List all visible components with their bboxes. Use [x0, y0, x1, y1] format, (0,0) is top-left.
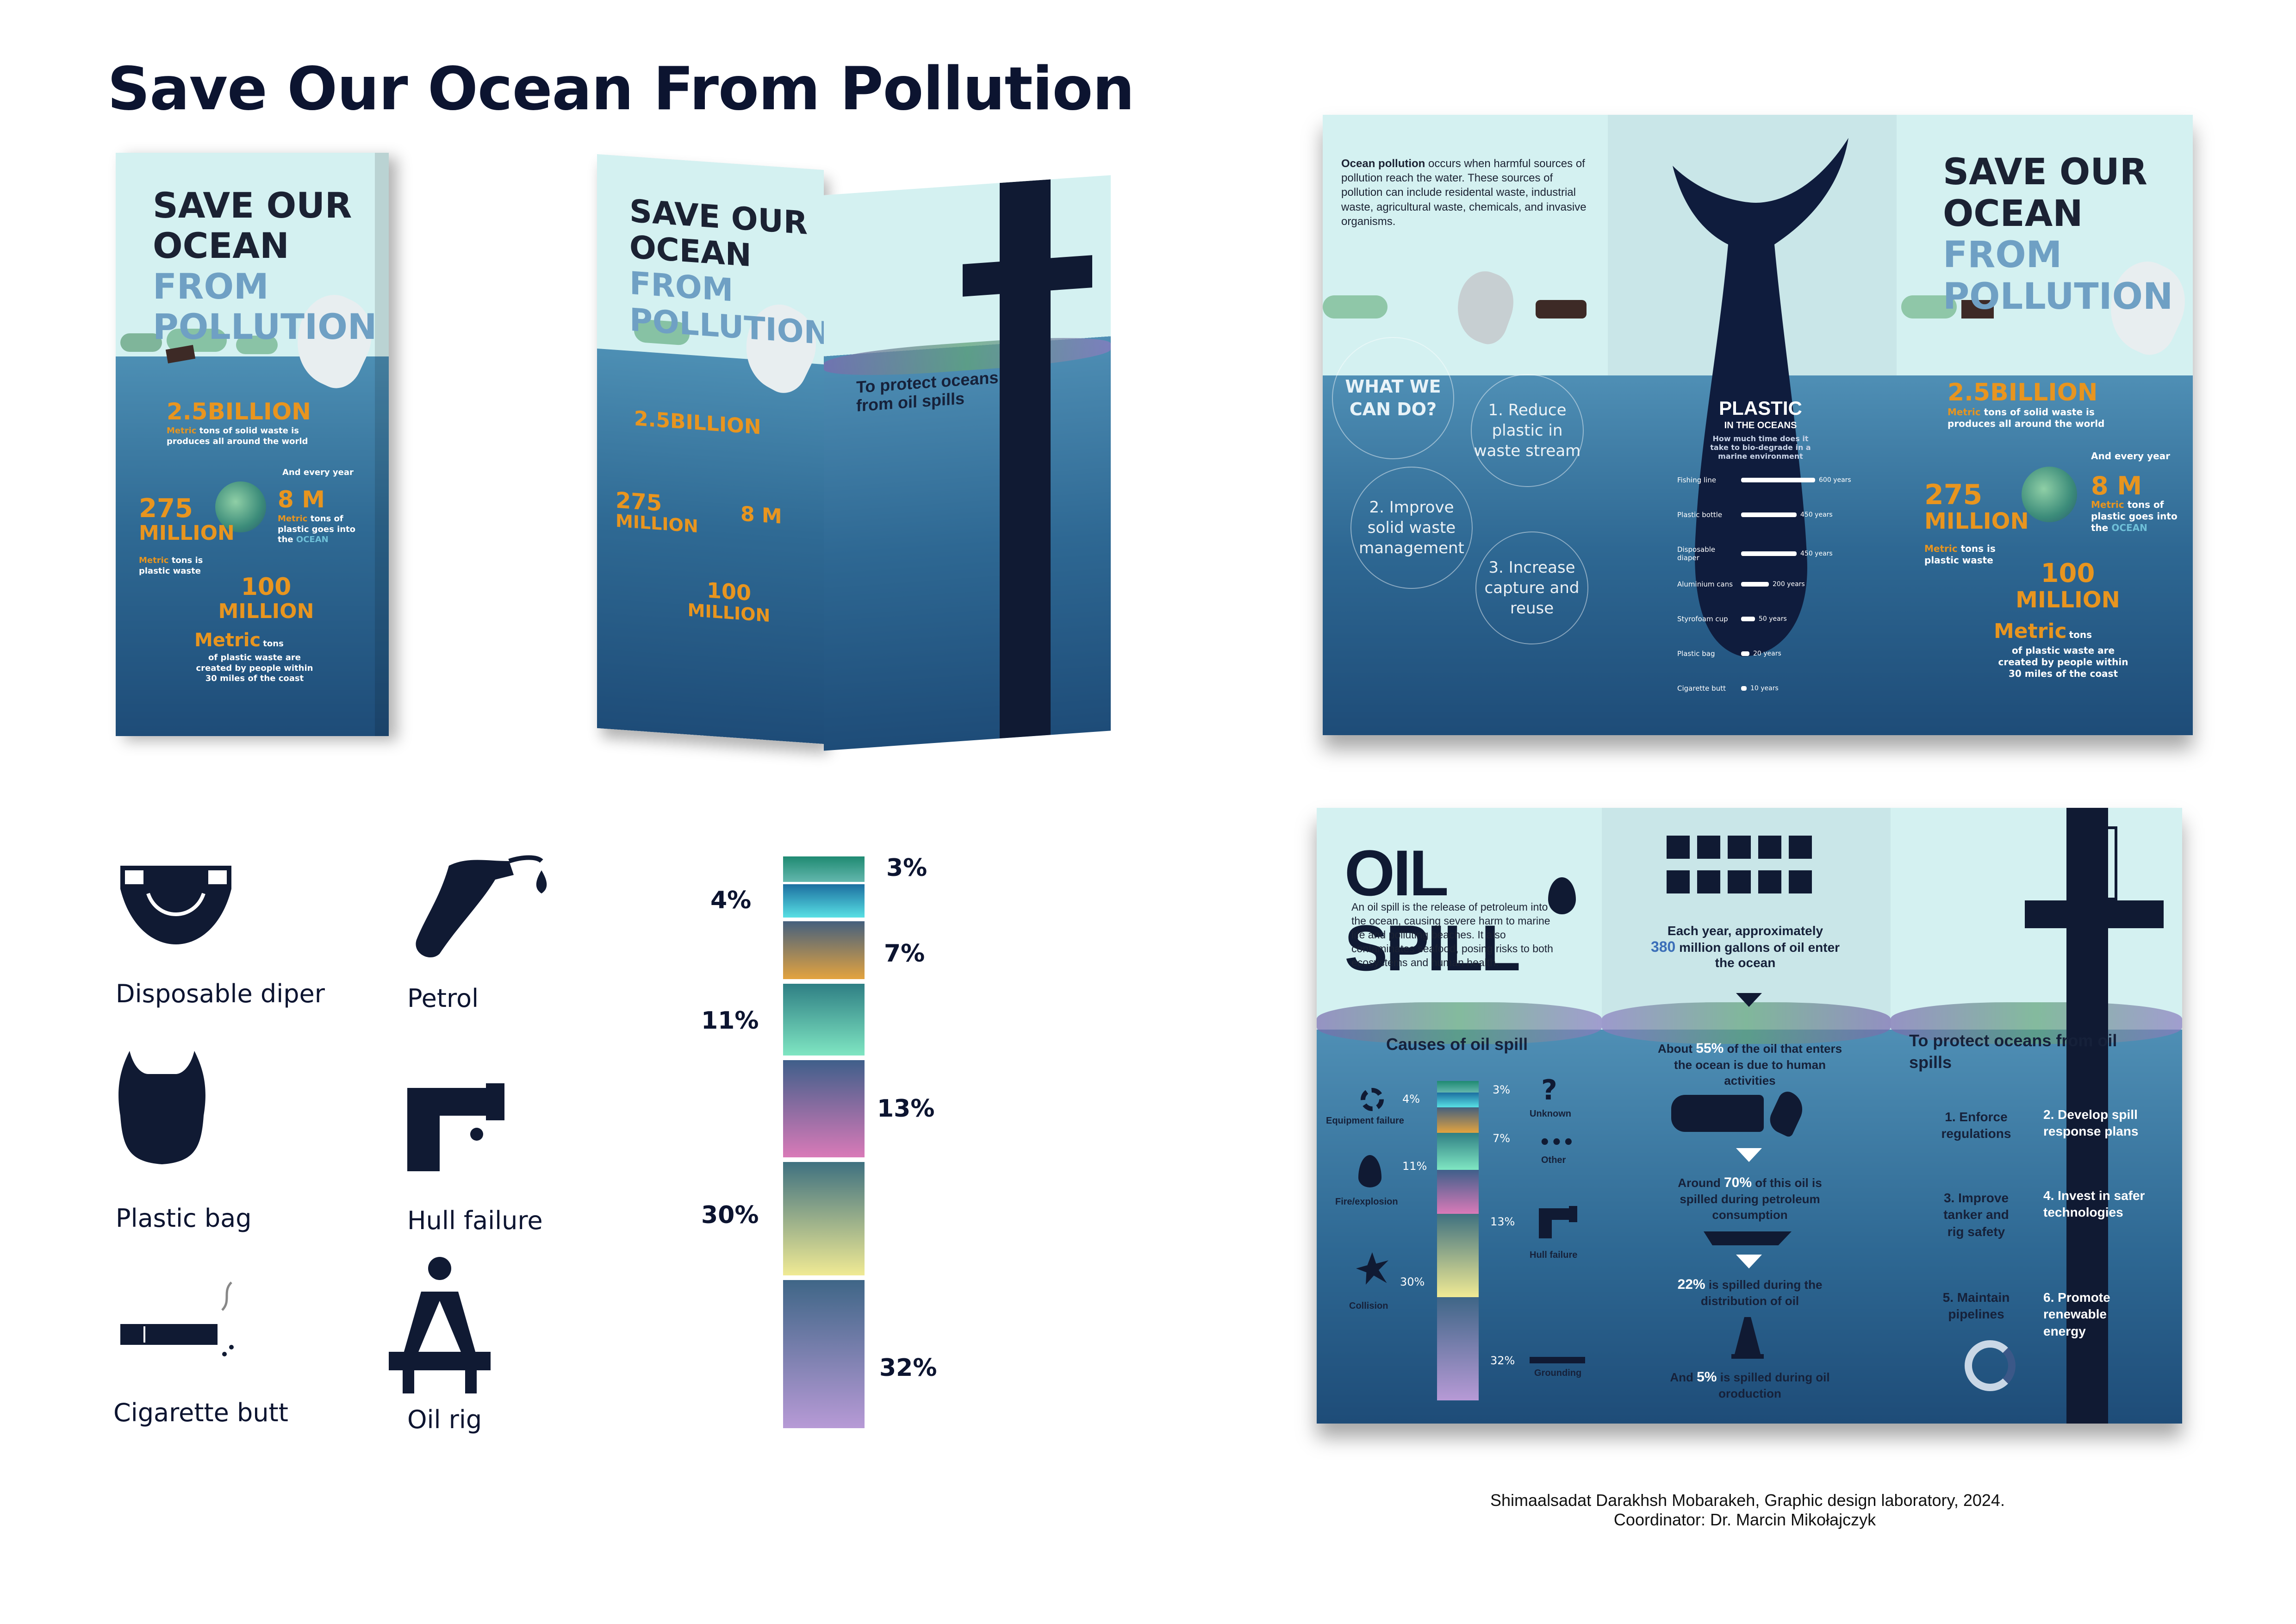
- ship-icon: [1704, 1231, 1792, 1245]
- list-item: Disposable diaper 450 years: [1677, 545, 1833, 562]
- icon-label-hull-failure: Hull failure: [407, 1206, 543, 1235]
- pct-label-32: 32%: [879, 1354, 937, 1382]
- dist-pct: 22%: [1677, 1277, 1705, 1292]
- pct-seg-30: [783, 1162, 865, 1275]
- icon-label-cigarette: Cigarette butt: [113, 1398, 288, 1427]
- pct-seg-32: [783, 1280, 865, 1428]
- list-item: Fishing line 600 years: [1677, 476, 1851, 484]
- floating-trash: [116, 285, 389, 396]
- each-year-1: Each year, approximately: [1667, 924, 1823, 938]
- list-item: Plastic bag 20 years: [1677, 650, 1781, 658]
- whale-silhouette: [1663, 138, 1858, 670]
- degrade-question: How much time does it take to bio-degrad…: [1710, 434, 1811, 461]
- pct-seg-11: [783, 984, 865, 1056]
- stat-275: 275: [139, 493, 193, 524]
- stat-100: 100: [241, 573, 292, 601]
- icon-label-oil-rig: Oil rig: [407, 1405, 482, 1434]
- stat-2-5-billion: 2.5BILLION: [167, 398, 311, 425]
- what-we-can-do: WHAT WE CAN DO?: [1332, 337, 1454, 459]
- stat-8m: 8 M: [278, 486, 325, 513]
- pct-label-13: 13%: [877, 1095, 935, 1123]
- each-year-2: million gallons of oil enter the ocean: [1679, 940, 1840, 970]
- causes-bar: [1437, 1081, 1479, 1400]
- icon-label-plastic-bag: Plastic bag: [116, 1204, 252, 1233]
- cover-from: FROM: [153, 265, 269, 307]
- plastic-title: PLASTIC: [1719, 397, 1802, 419]
- list-item: Plastic bottle 450 years: [1677, 511, 1833, 519]
- dots-icon: •••: [1539, 1132, 1574, 1153]
- brochure-open-middle: To protect oceans from oil spills: [824, 175, 1111, 751]
- each-year-num: 380: [1650, 938, 1676, 955]
- credit-line2: Coordinator: Dr. Marcin Mikołajczyk: [1613, 1510, 1876, 1529]
- gear-icon: [1361, 1088, 1384, 1111]
- stat-2-5-text: tons of solid waste is produces all arou…: [167, 426, 308, 446]
- tip-improve-solid: 2. Improve solid waste management: [1350, 467, 1473, 589]
- cigarette-icon: [116, 1273, 264, 1366]
- list-item: Cigarette butt 10 years: [1677, 684, 1779, 693]
- protect-item-1: 1. Enforce regulations: [1941, 1110, 2011, 1141]
- intro-text: occurs when harmful sources of pollution…: [1341, 157, 1587, 228]
- every-year-label: And every year: [282, 468, 354, 477]
- spread-plastic: Ocean pollution occurs when harmful sour…: [1323, 115, 2193, 735]
- cover-line3: POLLUTION: [153, 306, 377, 348]
- oil-drop-icon: [1548, 877, 1576, 914]
- protect-item-4: 4. Invest in safer technologies: [2043, 1188, 2145, 1220]
- page-title: Save Our Ocean From Pollution: [107, 55, 1135, 124]
- prod-pct: 5%: [1697, 1369, 1717, 1385]
- protect-title: To protect oceans from oil spills: [1909, 1031, 2117, 1072]
- protect-item-2: 2. Develop spill response plans: [2043, 1107, 2139, 1139]
- cover-line2: OCEAN: [153, 225, 289, 267]
- tip-reduce-plastic: 1. Reduce plastic in waste stream: [1471, 374, 1584, 487]
- grounding-icon: [1530, 1336, 1585, 1363]
- around-pct: 70%: [1724, 1175, 1752, 1190]
- pct-seg-3: [783, 856, 865, 882]
- pct-seg-4: [783, 884, 865, 918]
- oil-barrels-icon: [1667, 836, 1819, 896]
- credit-line1: Shimaalsadat Darakhsh Mobarakeh, Graphic…: [1490, 1491, 2005, 1510]
- fuel-nozzle-icon: [1765, 1088, 1809, 1138]
- oil-spill-desc: An oil spill is the release of petroleum…: [1351, 901, 1553, 968]
- pct-seg-13: [783, 1060, 865, 1157]
- small-rig-icon: [1731, 1317, 1764, 1359]
- spread-oil-spill: OIL SPILL An oil spill is the release of…: [1317, 808, 2182, 1424]
- question-icon: ?: [1541, 1074, 1557, 1106]
- pct-label-30: 30%: [701, 1201, 759, 1229]
- pct-label-7: 7%: [884, 940, 925, 968]
- pct-seg-7: [783, 921, 865, 979]
- brochure-closed: SAVE OUR OCEAN FROM POLLUTION 2.5BILLION…: [116, 153, 389, 736]
- protect-item-6: 6. Promote renewable energy: [2043, 1290, 2110, 1338]
- brochure-open-left: SAVE OUR OCEAN FROM POLLUTION 2.5BILLION…: [597, 154, 824, 744]
- list-item: Styrofoam cup 50 years: [1677, 615, 1787, 623]
- degrade-list: Fishing line 600 years Plastic bottle 450 …: [1677, 476, 1862, 735]
- tanker-truck-icon: [1671, 1095, 1764, 1132]
- globe-icon: [215, 481, 266, 532]
- icon-label-petrol: Petrol: [407, 984, 479, 1013]
- oil-rig-icon: [389, 1255, 491, 1393]
- metric-label: Metric: [167, 426, 197, 436]
- causes-title: Causes of oil spill: [1386, 1035, 1528, 1054]
- icon-label-diaper: Disposable diper: [116, 979, 325, 1008]
- pct-label-11: 11%: [701, 1007, 759, 1035]
- stat-100-text: of plastic waste are created by people w…: [196, 653, 313, 683]
- tip-increase-capture: 3. Increase capture and reuse: [1475, 531, 1588, 644]
- diaper-icon: [116, 856, 236, 949]
- in-oceans: IN THE OCEANS: [1724, 420, 1797, 431]
- plastic-bag-icon: [116, 1042, 208, 1171]
- collision-icon: [1356, 1252, 1388, 1285]
- pct-label-4: 4%: [710, 887, 752, 914]
- fire-icon: [1358, 1155, 1381, 1187]
- pipe-icon: [407, 1079, 518, 1171]
- hull-pipe-icon: [1539, 1206, 1580, 1238]
- protect-item-3: 3. Improve tanker and rig safety: [1943, 1191, 2009, 1239]
- pct-label-3: 3%: [886, 854, 927, 882]
- protect-item-5: 5. Maintain pipelines: [1942, 1290, 2010, 1322]
- oil-spill-title: OIL SPILL: [1344, 837, 1521, 984]
- about-pct: 55%: [1696, 1041, 1724, 1056]
- cover-line1: SAVE OUR: [153, 185, 352, 226]
- petrol-nozzle-icon: [403, 847, 551, 968]
- intro-bold: Ocean pollution: [1341, 157, 1425, 170]
- list-item: Aluminium cans 200 years: [1677, 580, 1805, 588]
- recycle-icon: [1965, 1340, 2016, 1391]
